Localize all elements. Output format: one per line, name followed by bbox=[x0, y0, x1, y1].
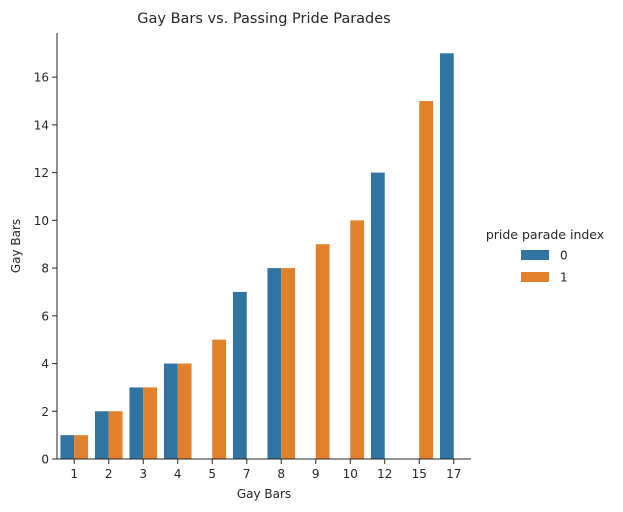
bar-4-series-1 bbox=[177, 363, 192, 459]
y-tick-label: 14 bbox=[34, 118, 49, 132]
x-tick-label: 2 bbox=[105, 467, 113, 481]
y-tick-label: 10 bbox=[34, 214, 49, 228]
x-tick-label: 3 bbox=[139, 467, 147, 481]
x-tick-label: 12 bbox=[377, 467, 392, 481]
bar-1-series-1 bbox=[74, 435, 89, 459]
bar-2-series-0 bbox=[94, 411, 109, 459]
x-tick-label: 10 bbox=[343, 467, 358, 481]
bar-3-series-0 bbox=[129, 387, 144, 459]
bar-8-series-0 bbox=[267, 268, 282, 459]
y-tick-label: 12 bbox=[34, 166, 49, 180]
bar-10-series-1 bbox=[350, 220, 365, 459]
bar-4-series-0 bbox=[163, 363, 178, 459]
bar-12-series-0 bbox=[370, 172, 385, 459]
y-tick-label: 6 bbox=[41, 309, 49, 323]
legend-label-0: 0 bbox=[560, 249, 568, 263]
legend: pride parade index 0 1 bbox=[486, 227, 604, 285]
y-tick-label: 8 bbox=[41, 262, 49, 276]
chart-title: Gay Bars vs. Passing Pride Parades bbox=[137, 11, 390, 27]
x-axis: 1 2 3 4 5 7 8 9 10 12 15 17 bbox=[57, 458, 471, 481]
y-tick-label: 16 bbox=[34, 71, 49, 85]
y-tick-label: 0 bbox=[41, 453, 49, 467]
legend-title: pride parade index bbox=[486, 227, 604, 242]
bar-15-series-1 bbox=[419, 101, 434, 459]
bar-17-series-0 bbox=[439, 53, 454, 460]
y-axis-label: Gay Bars bbox=[9, 219, 23, 273]
bar-7-series-0 bbox=[232, 291, 247, 459]
x-tick-label: 15 bbox=[412, 467, 427, 481]
bar-1-series-0 bbox=[60, 435, 75, 459]
x-tick-label: 4 bbox=[174, 467, 182, 481]
x-axis-label: Gay Bars bbox=[237, 487, 291, 501]
x-tick-label: 1 bbox=[70, 467, 78, 481]
bars-group bbox=[60, 53, 454, 460]
legend-swatch-0 bbox=[521, 250, 549, 260]
bar-8-series-1 bbox=[281, 268, 296, 459]
bar-3-series-1 bbox=[143, 387, 158, 459]
x-tick-label: 7 bbox=[243, 467, 251, 481]
x-tick-label: 17 bbox=[446, 467, 461, 481]
y-axis: 0 2 4 6 8 10 12 14 16 bbox=[34, 33, 58, 467]
x-tick-label: 8 bbox=[277, 467, 285, 481]
bar-5-series-1 bbox=[212, 339, 227, 459]
legend-label-1: 1 bbox=[560, 271, 568, 285]
y-tick-label: 2 bbox=[41, 405, 49, 419]
bar-9-series-1 bbox=[315, 244, 330, 459]
x-tick-label: 9 bbox=[312, 467, 320, 481]
bar-2-series-1 bbox=[108, 411, 123, 459]
y-tick-label: 4 bbox=[41, 357, 49, 371]
legend-swatch-1 bbox=[521, 272, 549, 282]
x-tick-label: 5 bbox=[208, 467, 216, 481]
